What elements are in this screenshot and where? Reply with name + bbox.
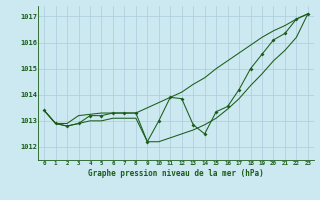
X-axis label: Graphe pression niveau de la mer (hPa): Graphe pression niveau de la mer (hPa) [88,169,264,178]
